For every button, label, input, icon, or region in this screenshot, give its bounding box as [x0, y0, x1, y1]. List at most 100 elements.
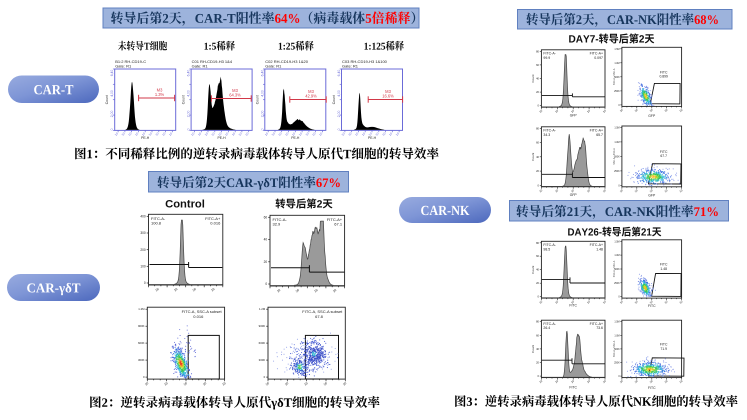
svg-text:FITC: FITC	[660, 70, 668, 74]
svg-text:10: 10	[678, 299, 683, 304]
svg-text:10: 10	[586, 188, 591, 193]
svg-text:10: 10	[311, 131, 316, 136]
svg-text:10: 10	[664, 379, 669, 384]
svg-text:100.8: 100.8	[151, 221, 162, 226]
svg-text:10: 10	[291, 131, 296, 136]
svg-text:10: 10	[244, 131, 249, 136]
svg-text:FITC-A, SSC-A subset: FITC-A, SSC-A subset	[302, 309, 343, 314]
svg-text:10: 10	[163, 381, 168, 386]
svg-text:80: 80	[536, 241, 539, 245]
svg-text:10: 10	[204, 131, 209, 136]
svg-text:0: 0	[187, 128, 191, 130]
svg-text:1.3%: 1.3%	[155, 92, 165, 97]
svg-text:10: 10	[649, 299, 654, 304]
svg-text:M3: M3	[232, 88, 238, 93]
svg-text:Control: Control	[165, 199, 205, 211]
svg-text:250K: 250K	[614, 90, 620, 93]
svg-text:10: 10	[298, 131, 303, 136]
svg-text:20: 20	[536, 281, 539, 285]
svg-text:M3: M3	[157, 88, 163, 93]
svg-text:10: 10	[602, 299, 607, 304]
svg-text:40: 40	[536, 77, 539, 81]
svg-text:FITC-A-: FITC-A-	[543, 129, 556, 133]
svg-text:10: 10	[570, 379, 575, 384]
svg-text:10: 10	[395, 131, 400, 136]
svg-text:10: 10	[323, 381, 328, 386]
svg-text:10: 10	[368, 131, 373, 136]
svg-text:PE-H: PE-H	[218, 136, 227, 140]
svg-text:SSC-A :: SSC-A: SSC-A :: SSC-A	[613, 148, 616, 165]
svg-text:20: 20	[536, 169, 539, 173]
svg-text:4,00: 4,00	[187, 90, 191, 97]
svg-text:C02 RH-CD19-H3 1&20: C02 RH-CD19-H3 1&20	[265, 59, 308, 64]
svg-text:0.899: 0.899	[659, 75, 668, 79]
svg-text:100: 100	[140, 265, 146, 269]
svg-text:10: 10	[586, 108, 591, 113]
svg-text:67.1: 67.1	[334, 222, 343, 227]
svg-text:67.7: 67.7	[660, 154, 667, 158]
svg-text:10: 10	[141, 131, 146, 136]
svg-text:60: 60	[536, 254, 539, 258]
svg-text:34.3: 34.3	[543, 133, 550, 137]
svg-text:0: 0	[618, 296, 620, 299]
svg-text:26.4: 26.4	[543, 326, 550, 330]
svg-text:10: 10	[602, 108, 607, 113]
svg-text:1.0M: 1.0M	[614, 254, 619, 257]
svg-text:10: 10	[354, 131, 359, 136]
svg-text:10: 10	[155, 287, 160, 292]
svg-text:Count: Count	[255, 95, 259, 104]
svg-text:900K: 900K	[259, 324, 266, 328]
svg-text:10: 10	[554, 379, 559, 384]
svg-text:PE-H: PE-H	[291, 136, 300, 140]
svg-text:10: 10	[161, 131, 166, 136]
svg-text:64.3%: 64.3%	[229, 93, 241, 98]
svg-text:0: 0	[538, 183, 540, 187]
svg-text:10: 10	[192, 287, 197, 292]
svg-text:Count: Count	[531, 74, 535, 82]
svg-text:10: 10	[168, 131, 173, 136]
svg-text:300K: 300K	[259, 358, 266, 362]
svg-text:300K: 300K	[138, 358, 145, 362]
svg-text:1.0M: 1.0M	[614, 334, 619, 337]
svg-text:GFP: GFP	[648, 114, 656, 118]
svg-text:2,00: 2,00	[260, 111, 264, 118]
svg-text:PE-H: PE-H	[141, 136, 150, 140]
svg-text:10: 10	[619, 108, 624, 113]
svg-text:0: 0	[144, 281, 146, 285]
svg-text:10: 10	[388, 131, 393, 136]
svg-text:10: 10	[190, 131, 195, 136]
svg-text:10: 10	[586, 379, 591, 384]
svg-text:10: 10	[678, 188, 683, 193]
svg-text:73.6: 73.6	[596, 326, 603, 330]
svg-text:FITC-A+: FITC-A+	[590, 52, 603, 56]
svg-text:10: 10	[305, 131, 310, 136]
svg-text:10: 10	[238, 131, 243, 136]
svg-text:10: 10	[127, 131, 132, 136]
svg-text:10: 10	[264, 131, 269, 136]
svg-text:0: 0	[143, 375, 145, 379]
svg-text:1.2M: 1.2M	[138, 307, 145, 311]
svg-text:40: 40	[264, 238, 268, 242]
svg-text:Count: Count	[182, 95, 186, 104]
svg-text:80: 80	[536, 126, 539, 130]
svg-text:98.5: 98.5	[543, 247, 550, 251]
svg-text:GFP: GFP	[570, 193, 578, 197]
svg-text:Count: Count	[531, 345, 535, 353]
svg-text:10: 10	[134, 131, 139, 136]
svg-text:6,40: 6,40	[337, 70, 341, 77]
svg-text:FITC-A+: FITC-A+	[205, 216, 221, 221]
svg-text:71.9: 71.9	[660, 347, 667, 351]
svg-text:60: 60	[536, 63, 539, 67]
svg-text:10: 10	[231, 131, 236, 136]
svg-text:10: 10	[619, 379, 624, 384]
svg-text:0.016: 0.016	[210, 221, 221, 226]
svg-text:FITC: FITC	[660, 343, 668, 347]
svg-text:10: 10	[303, 381, 308, 386]
svg-text:65.7: 65.7	[596, 133, 603, 137]
svg-text:20: 20	[264, 260, 268, 264]
svg-text:FITC: FITC	[648, 386, 656, 390]
svg-text:FITC-A-: FITC-A-	[273, 217, 288, 222]
svg-text:B1:2 RH-CD19-C: B1:2 RH-CD19-C	[115, 59, 146, 64]
svg-text:6,40: 6,40	[110, 70, 114, 77]
svg-text:10: 10	[634, 188, 639, 193]
